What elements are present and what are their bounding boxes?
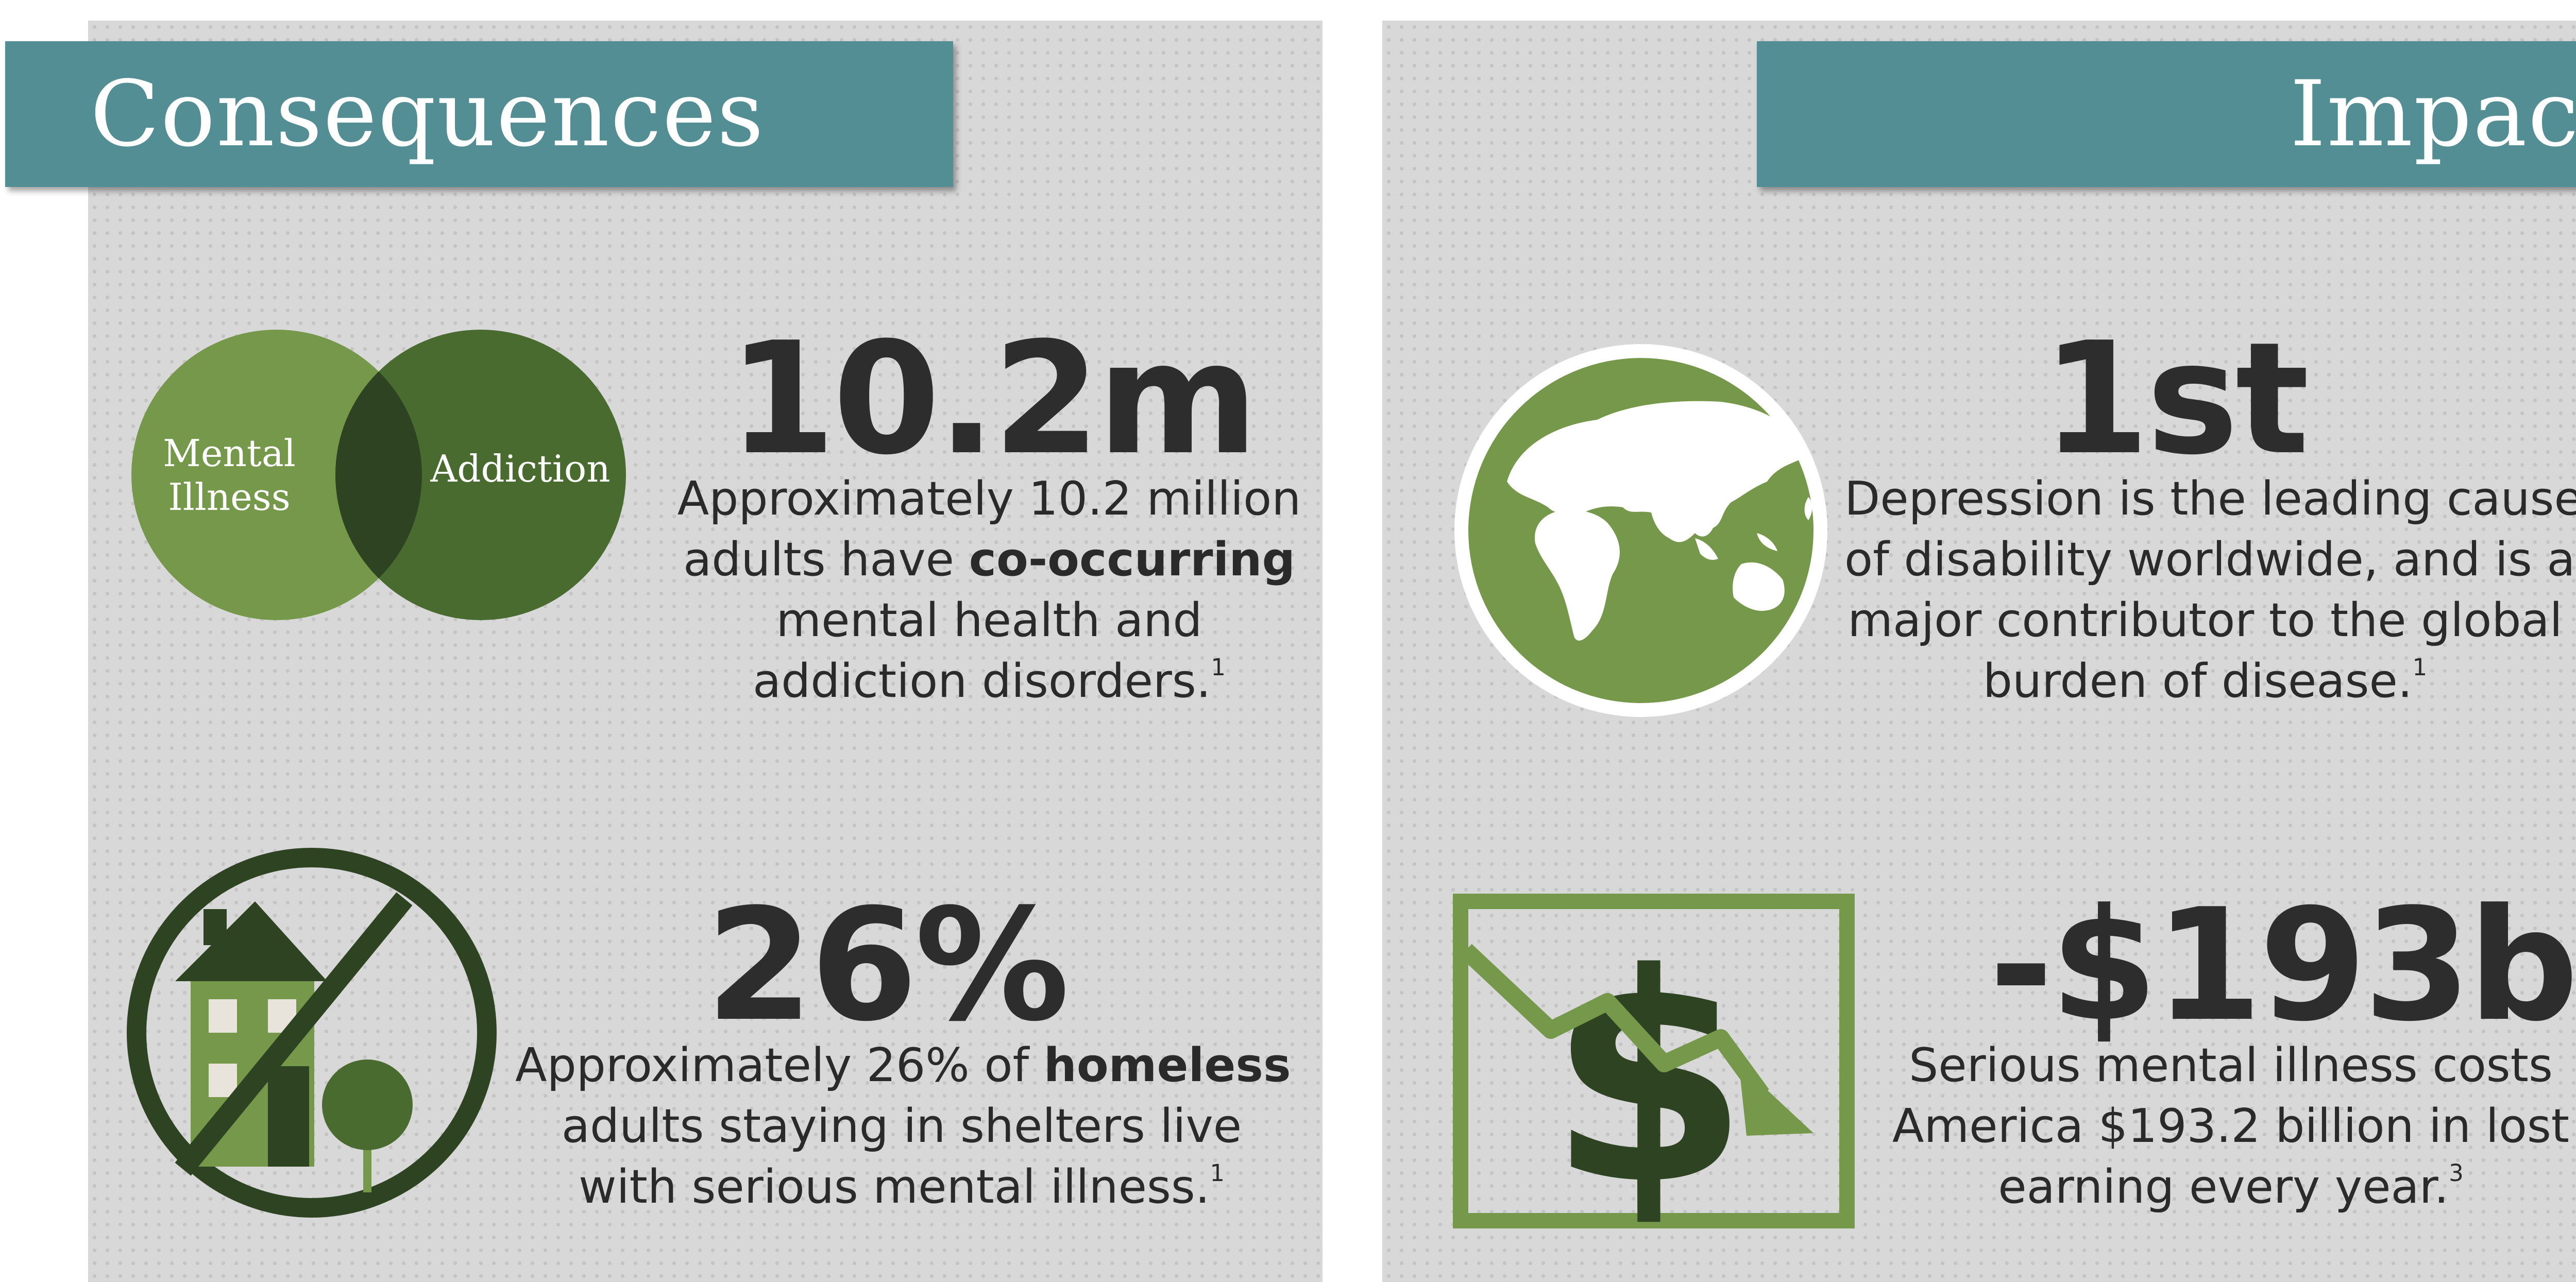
desc-line: addiction disorders.1: [752, 654, 1226, 708]
footnote-marker: 1: [1211, 654, 1226, 681]
desc-line: adults staying in shelters live: [561, 1099, 1242, 1153]
desc-line: America $193.2 billion in lost: [1892, 1099, 2570, 1153]
dollar-decline-icon: $: [1453, 894, 1855, 1228]
desc-line: of disability worldwide, and is a: [1844, 533, 2575, 587]
venn-label-illness: Illness: [168, 475, 290, 519]
desc-line: with serious mental illness.1: [578, 1159, 1225, 1214]
desc-line: major contributor to the global: [1848, 593, 2563, 647]
desc-line: Depression is the leading cause: [1844, 472, 2576, 526]
venn-mental-illness-circle: [131, 330, 422, 620]
svg-text:$: $: [1548, 912, 1749, 1228]
desc-line: adults have co-occurring: [683, 533, 1295, 587]
venn-label-addiction: Addiction: [430, 447, 610, 490]
stat-leading-cause: 1st: [2042, 309, 2310, 489]
desc-line: mental health and: [776, 593, 1202, 647]
consequences-banner: Consequences: [5, 41, 953, 187]
emphasis-homeless: homeless: [1043, 1038, 1291, 1092]
desc-line: Serious mental illness costs: [1909, 1038, 2553, 1092]
footnote-marker: 3: [2449, 1159, 2464, 1187]
emphasis-co-occurring: co-occurring: [969, 533, 1295, 587]
impact-banner: Impact: [1757, 41, 2576, 187]
venn-label-mental: Mental: [163, 432, 296, 475]
globe-icon: [1454, 344, 1827, 717]
desc-co-occurring: Approximately 10.2 million adults have c…: [629, 469, 1350, 712]
stat-homeless: 26%: [705, 876, 1070, 1055]
desc-lost-earnings: Serious mental illness costs America $19…: [1870, 1035, 2576, 1218]
desc-line: burden of disease.1: [1982, 654, 2428, 708]
desc-line: Approximately 10.2 million: [677, 472, 1301, 526]
venn-diagram-icon: Mental Illness Addiction: [131, 330, 626, 620]
desc-line: Approximately 26% of homeless: [515, 1038, 1291, 1092]
desc-line: earning every year.3: [1998, 1159, 2464, 1214]
no-house-icon: [127, 848, 497, 1218]
stat-co-occurring: 10.2m: [728, 309, 1259, 489]
desc-leading-cause: Depression is the leading cause of disab…: [1844, 469, 2576, 712]
impact-panel: [1382, 21, 2576, 1282]
stat-lost-earnings: -$193b: [1989, 876, 2576, 1055]
footnote-marker: 1: [1210, 1159, 1225, 1187]
footnote-marker: 1: [2412, 654, 2428, 681]
venn-addiction-circle: [335, 330, 626, 620]
desc-homeless: Approximately 26% of homeless adults sta…: [515, 1035, 1291, 1218]
